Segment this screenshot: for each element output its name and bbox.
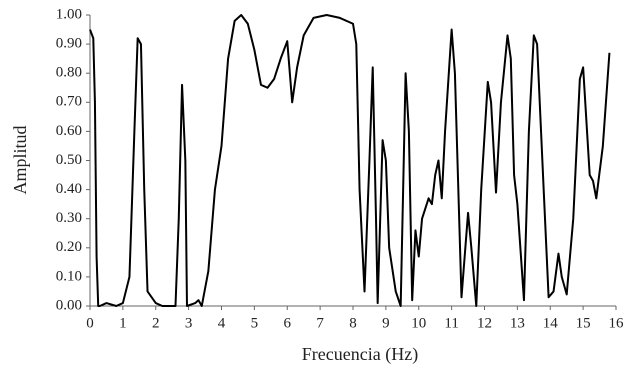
y-tick-label: 0.90 [56, 36, 82, 52]
x-tick-label: 12 [477, 315, 492, 331]
x-tick-label: 9 [382, 315, 390, 331]
line [89, 14, 611, 307]
x-tick-label: 16 [609, 315, 625, 331]
x-tick-label: 14 [543, 315, 559, 331]
x-tick-label: 0 [86, 315, 94, 331]
y-tick-label: 1.00 [56, 6, 82, 22]
x-tick-label: 15 [576, 315, 591, 331]
y-axis-label: Amplitud [10, 125, 30, 194]
y-tick-label: 0.60 [56, 123, 82, 139]
x-tick-label: 6 [284, 315, 292, 331]
y-tick-label: 0.20 [56, 239, 82, 255]
y-tick-label: 0.00 [56, 297, 82, 313]
x-axis-label: Frecuencia (Hz) [302, 344, 418, 365]
x-tick-label: 4 [218, 315, 226, 331]
y-tick-label: 0.30 [56, 210, 82, 226]
y-tick-label: 0.40 [56, 181, 82, 197]
y-tick-label: 0.50 [56, 152, 82, 168]
x-tick-label: 3 [185, 315, 193, 331]
y-tick-label: 0.70 [56, 94, 82, 110]
y-tick-label: 0.80 [56, 65, 82, 81]
x-tick-label: 10 [411, 315, 426, 331]
y-tick-label: 0.10 [56, 268, 82, 284]
x-tick-label: 1 [119, 315, 127, 331]
x-tick-label: 13 [510, 315, 525, 331]
x-tick-label: 5 [251, 315, 259, 331]
x-tick-label: 2 [152, 315, 160, 331]
x-tick-label: 7 [316, 315, 324, 331]
x-tick-label: 8 [349, 315, 357, 331]
x-tick-label: 11 [444, 315, 458, 331]
